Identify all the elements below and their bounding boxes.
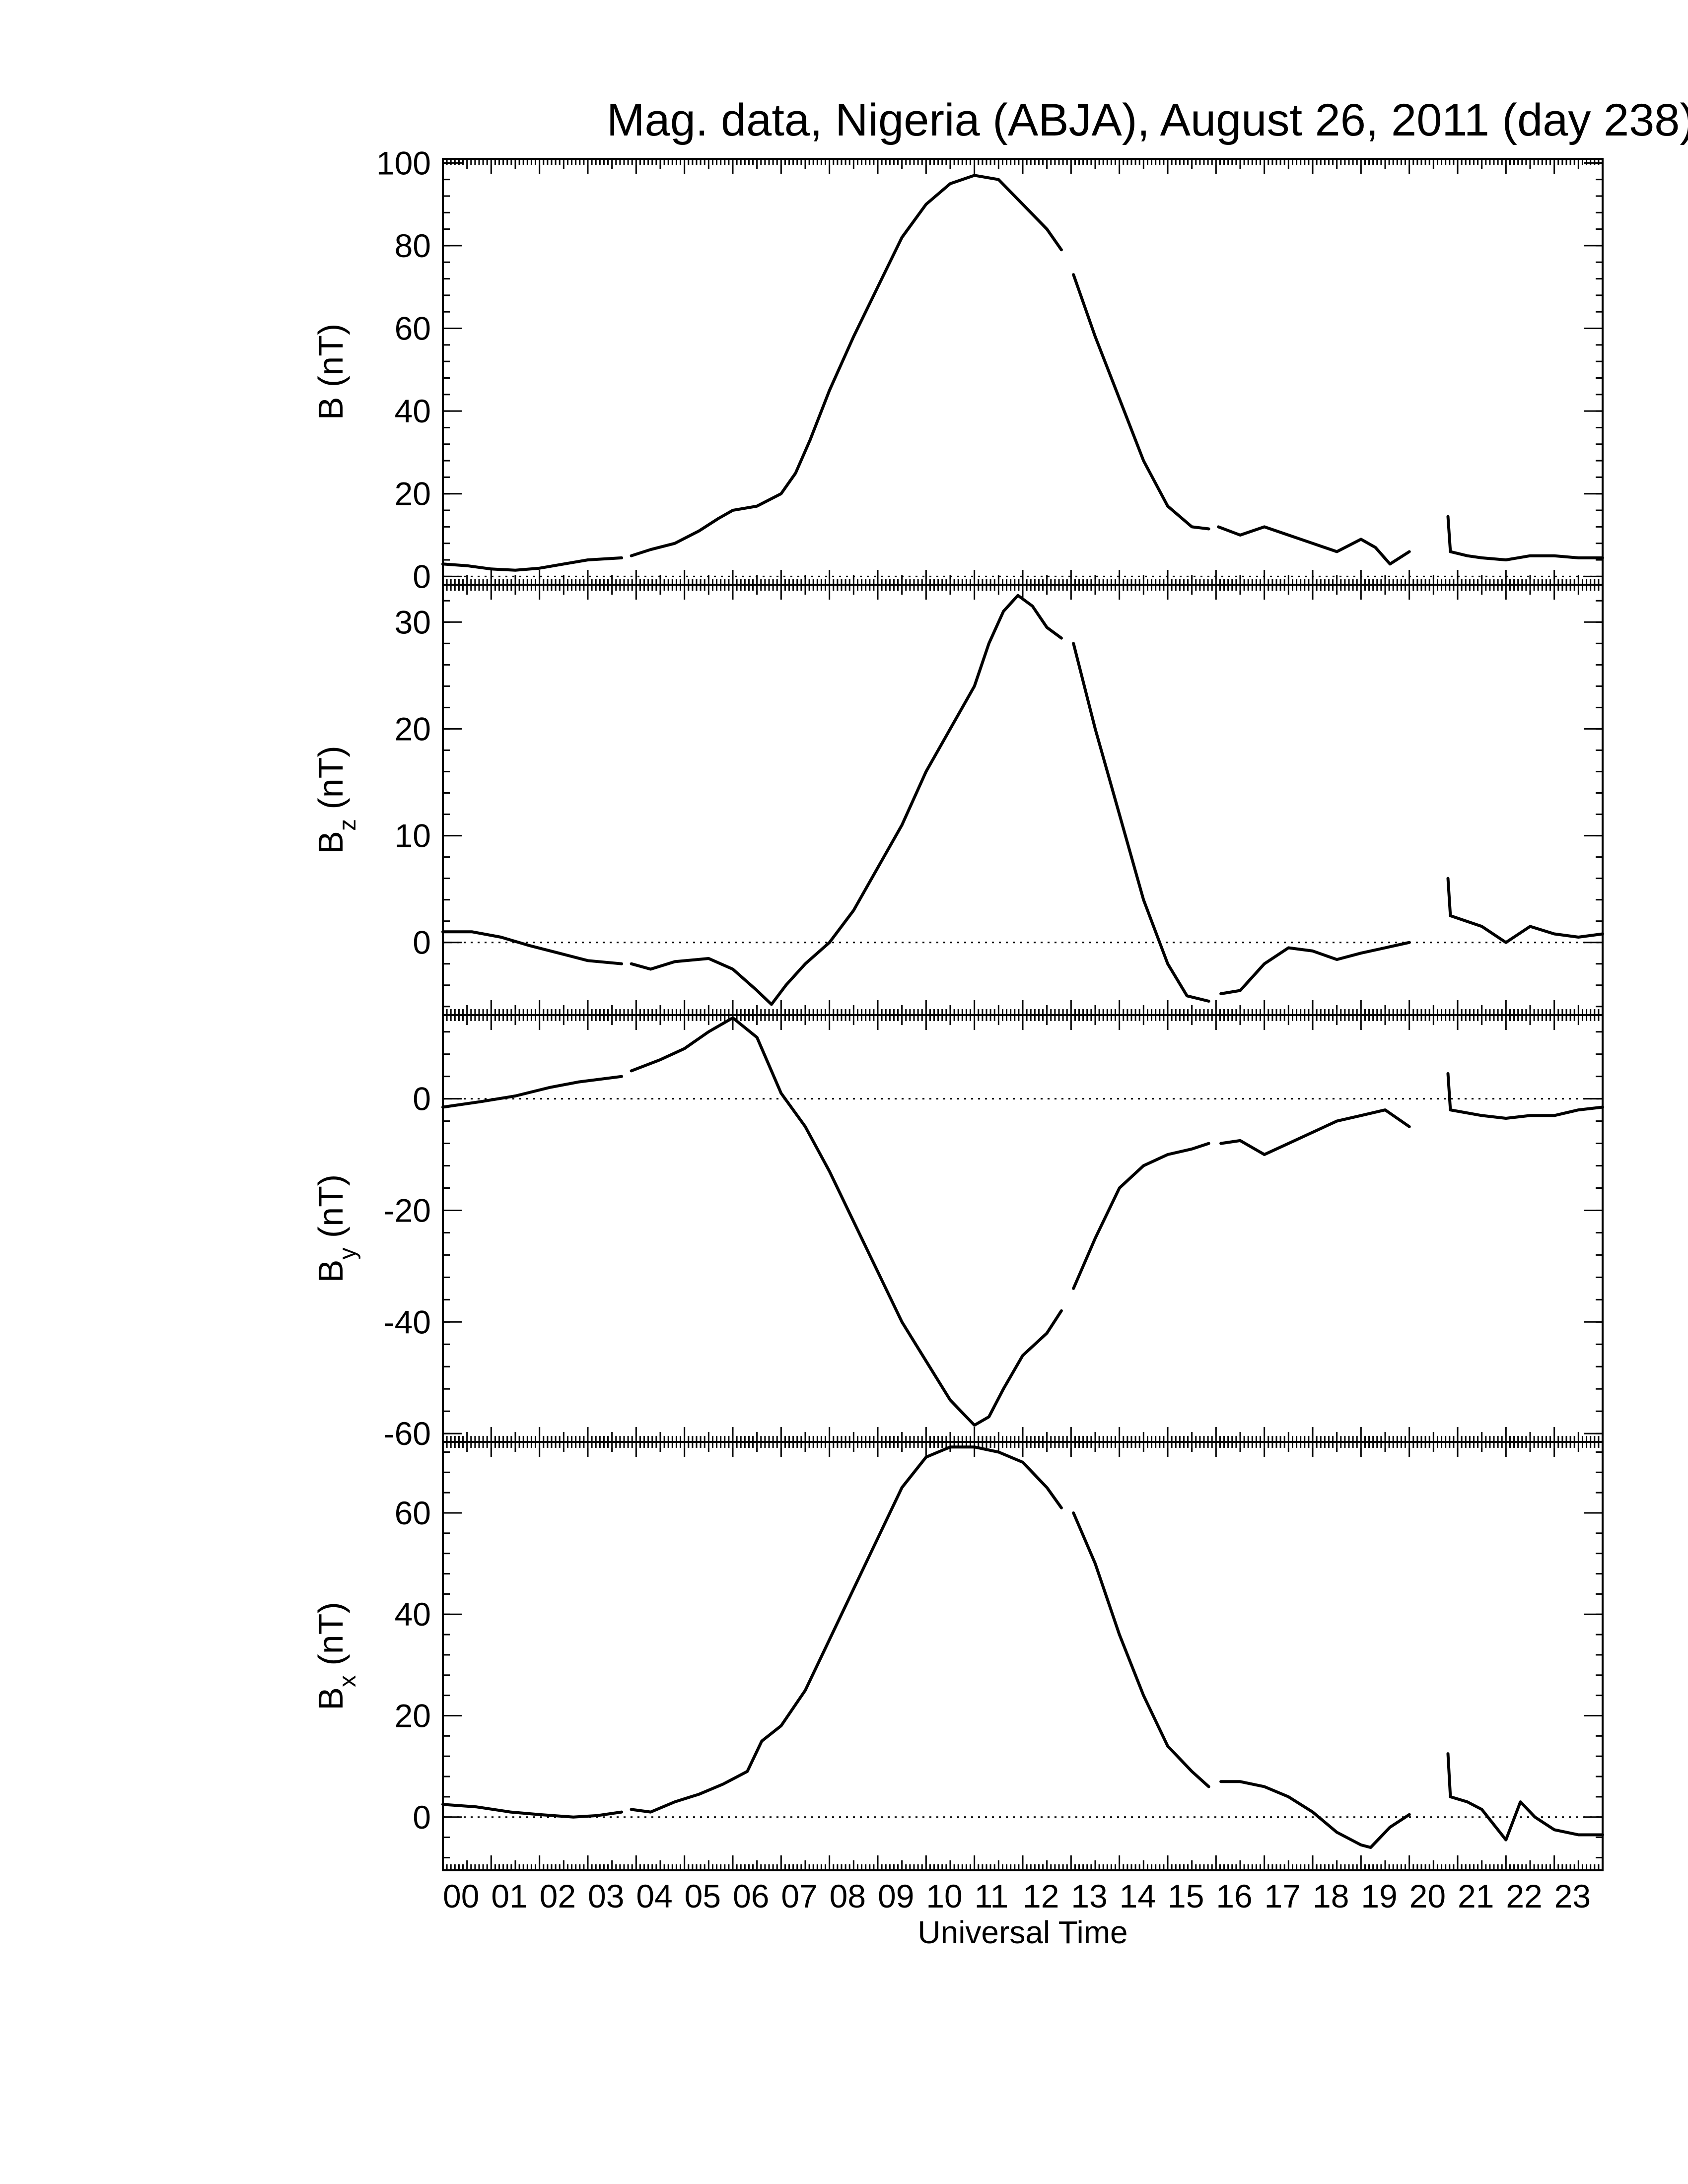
y-tick-label-B: 80 bbox=[395, 227, 431, 264]
x-tick-label: 14 bbox=[1120, 1878, 1156, 1914]
y-axis-label-Bz: Bz (nT) bbox=[311, 746, 361, 854]
x-tick-label: 17 bbox=[1265, 1878, 1301, 1914]
series-line-By-segment-2 bbox=[1072, 1142, 1210, 1290]
series-line-Bz-segment-4 bbox=[1446, 877, 1604, 944]
series-line-By-segment-3 bbox=[1219, 1108, 1411, 1156]
series-line-Bz-segment-3 bbox=[1219, 941, 1411, 995]
y-tick-label-Bx: 0 bbox=[413, 1799, 431, 1836]
y-axis-label-subscript: x bbox=[335, 1675, 361, 1687]
y-tick-label-By: 0 bbox=[413, 1081, 431, 1117]
y-axis-label-unit: (nT) bbox=[311, 1602, 350, 1675]
series-line-Bx-segment-1 bbox=[630, 1445, 1063, 1814]
series-line-Bx-segment-3 bbox=[1219, 1780, 1411, 1849]
y-tick-label-B: 100 bbox=[376, 144, 431, 181]
x-tick-label: 08 bbox=[830, 1878, 866, 1914]
y-axis-label-B: B (nT) bbox=[311, 324, 350, 420]
y-tick-label-B: 40 bbox=[395, 393, 431, 429]
panel-frame-Bx bbox=[442, 1441, 1604, 1871]
x-tick-label: 23 bbox=[1554, 1878, 1591, 1914]
y-tick-label-Bz: 20 bbox=[395, 710, 431, 747]
y-tick-label-B: 0 bbox=[413, 558, 431, 595]
y-axis-label-base: B bbox=[311, 1260, 350, 1283]
y-tick-label-Bx: 20 bbox=[395, 1698, 431, 1734]
x-tick-label: 19 bbox=[1361, 1878, 1397, 1914]
x-tick-label: 18 bbox=[1313, 1878, 1349, 1914]
y-tick-label-By: -60 bbox=[384, 1415, 431, 1452]
x-tick-label: 13 bbox=[1071, 1878, 1107, 1914]
panel-frame-By bbox=[442, 1014, 1604, 1443]
series-line-Bz-segment-0 bbox=[441, 930, 624, 965]
x-tick-labels: 00 01 02 03 04 05 06 07 08 09 10 11 12 13 14 15 16 17 18 19… bbox=[443, 1878, 1591, 1914]
series-line-Bx-segment-4 bbox=[1446, 1752, 1604, 1842]
x-tick-label: 21 bbox=[1458, 1878, 1494, 1914]
x-tick-label: 04 bbox=[636, 1878, 672, 1914]
series-line-By-segment-1 bbox=[630, 1016, 1063, 1427]
panel-Bx: 0 20 40 60 Bx (nT) bbox=[311, 1441, 1604, 1871]
y-tick-label-Bx: 40 bbox=[395, 1596, 431, 1633]
series-line-By-segment-0 bbox=[441, 1075, 624, 1109]
series-line-Bz-segment-2 bbox=[1072, 642, 1210, 1003]
y-axis-label-unit: (nT) bbox=[311, 1174, 350, 1248]
series-line-B-segment-1 bbox=[630, 174, 1063, 557]
x-tick-label: 03 bbox=[588, 1878, 624, 1914]
y-axis-label-unit: (nT) bbox=[311, 746, 350, 819]
y-axis-label-Bx: Bx (nT) bbox=[311, 1602, 361, 1710]
panels-group: 0 20 40 60 80 100 B (nT) 0 10 20 30 Bz (nT) -60 -40 -2… bbox=[311, 144, 1604, 1871]
y-tick-label-Bz: 0 bbox=[413, 924, 431, 961]
x-tick-label: 05 bbox=[685, 1878, 721, 1914]
series-line-B-segment-4 bbox=[1446, 515, 1604, 561]
x-tick-label: 02 bbox=[540, 1878, 576, 1914]
series-line-B-segment-2 bbox=[1072, 273, 1210, 531]
y-tick-label-B: 20 bbox=[395, 476, 431, 512]
series-line-Bx-segment-2 bbox=[1072, 1511, 1210, 1788]
y-axis-label-subscript: z bbox=[335, 819, 361, 831]
y-axis-label-base: B bbox=[311, 831, 350, 854]
x-tick-label: 00 bbox=[443, 1878, 479, 1914]
x-tick-label: 01 bbox=[491, 1878, 527, 1914]
panel-By: -60 -40 -20 0 By (nT) bbox=[311, 1014, 1604, 1452]
series-line-B-segment-3 bbox=[1217, 525, 1411, 566]
x-tick-label: 20 bbox=[1409, 1878, 1446, 1914]
x-axis-label: Universal Time bbox=[917, 1914, 1127, 1950]
x-tick-label: 07 bbox=[781, 1878, 817, 1914]
x-tick-label: 10 bbox=[926, 1878, 962, 1914]
series-line-By-segment-4 bbox=[1446, 1072, 1604, 1120]
y-axis-label-By: By (nT) bbox=[311, 1174, 361, 1283]
y-tick-label-Bz: 10 bbox=[395, 818, 431, 854]
series-line-Bx-segment-0 bbox=[441, 1803, 624, 1819]
panel-frame-Bz bbox=[442, 584, 1604, 1016]
chart-title: Mag. data, Nigeria (ABJA), August 26, 20… bbox=[607, 95, 1688, 145]
panel-Bz: 0 10 20 30 Bz (nT) bbox=[311, 584, 1604, 1016]
x-tick-label: 06 bbox=[733, 1878, 769, 1914]
x-tick-label: 11 bbox=[975, 1878, 1009, 1914]
panel-B: 0 20 40 60 80 100 B (nT) bbox=[311, 144, 1604, 595]
y-tick-label-By: -40 bbox=[384, 1303, 431, 1340]
x-tick-label: 15 bbox=[1168, 1878, 1204, 1914]
x-tick-label: 22 bbox=[1506, 1878, 1542, 1914]
x-tick-label: 16 bbox=[1216, 1878, 1252, 1914]
panel-frame-B bbox=[442, 158, 1604, 586]
x-tick-label: 12 bbox=[1023, 1878, 1059, 1914]
y-tick-label-By: -20 bbox=[384, 1192, 431, 1228]
y-tick-label-Bx: 60 bbox=[395, 1495, 431, 1531]
y-tick-label-Bz: 30 bbox=[395, 604, 431, 640]
y-axis-label-subscript: y bbox=[335, 1248, 361, 1260]
y-tick-label-B: 60 bbox=[395, 310, 431, 347]
series-line-Bz-segment-1 bbox=[630, 594, 1063, 1006]
x-tick-label: 09 bbox=[878, 1878, 914, 1914]
y-axis-label-base: B bbox=[311, 1687, 350, 1710]
series-line-B-segment-0 bbox=[441, 556, 624, 572]
